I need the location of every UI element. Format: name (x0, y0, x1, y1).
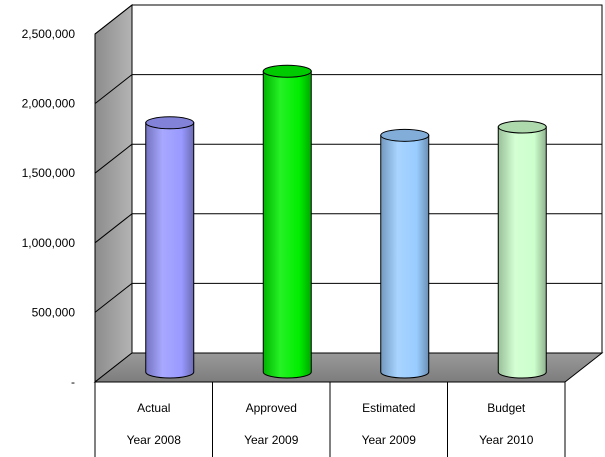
bar-2 (380, 134, 430, 379)
category-label: Year 2008 (127, 433, 182, 447)
y-tick-label: - (71, 375, 75, 389)
category-label: Actual (137, 401, 170, 415)
bar-1 (262, 70, 312, 379)
y-axis-tick-labels: 2,500,000 2,000,000 1,500,000 1,000,000 500,… (22, 27, 76, 389)
category-label: Year 2010 (479, 433, 534, 447)
side-gridline (94, 4, 133, 35)
category-label: Budget (487, 401, 526, 415)
side-wall (94, 3, 133, 384)
category-table: Actual Year 2008 Approved Year 2009 Estimate… (94, 382, 566, 457)
y-tick-label: 1,000,000 (22, 236, 76, 250)
y-tick-label: 500,000 (32, 305, 76, 319)
bar-top-3 (497, 120, 547, 134)
y-tick-label: 1,500,000 (22, 166, 76, 180)
bar-top-0 (145, 116, 195, 130)
side-gridline (94, 143, 133, 174)
y-tick-label: 2,500,000 (22, 27, 76, 41)
side-gridline (94, 213, 133, 244)
side-gridline (94, 74, 133, 104)
y-tick-label: 2,000,000 (22, 97, 76, 111)
bar-0 (145, 122, 195, 379)
bar-top-1 (262, 64, 312, 78)
bar-top-2 (380, 128, 430, 142)
category-label: Year 2009 (362, 433, 417, 447)
side-gridline (94, 283, 133, 313)
category-label: Year 2009 (244, 433, 299, 447)
category-label: Estimated (362, 401, 415, 415)
bar-3 (497, 126, 547, 379)
category-label: Approved (246, 401, 297, 415)
bars (145, 64, 547, 379)
